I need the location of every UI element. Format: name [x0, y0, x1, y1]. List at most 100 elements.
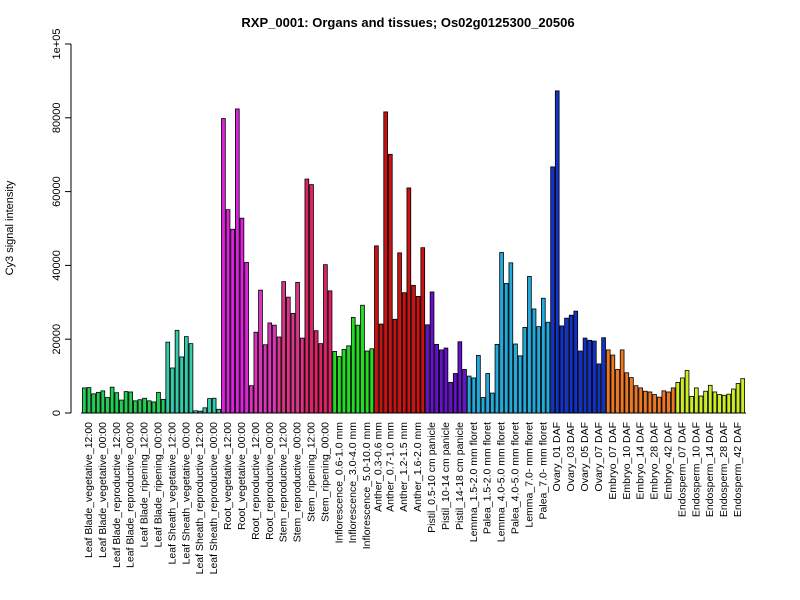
x-tick-label: Leaf Blade_reproductive_00:00 [125, 422, 137, 568]
bar [95, 391, 101, 414]
bar [656, 396, 662, 414]
bar [707, 384, 713, 414]
bar [619, 349, 625, 414]
bar [267, 322, 273, 414]
bar [545, 321, 551, 414]
x-tick-label: Leaf Blade_ripening_12:00 [139, 422, 151, 548]
x-tick-label: Anther_0.7-1.0 mm [384, 422, 396, 512]
bar [434, 343, 439, 414]
bar [689, 395, 694, 414]
bar [360, 304, 365, 414]
bar [244, 262, 249, 414]
bar [221, 118, 226, 414]
bar [281, 281, 286, 414]
bar [397, 252, 402, 414]
bar [629, 377, 634, 414]
bar [100, 390, 106, 414]
bar [216, 408, 222, 414]
x-tick-label: Embryo_10 DAF [621, 422, 633, 500]
bar [466, 375, 472, 414]
bar [721, 394, 727, 414]
bar [160, 398, 166, 414]
bar [717, 394, 722, 414]
x-tick-label: Endosperm_28 DAF [718, 422, 730, 517]
bar [392, 318, 398, 414]
bar [670, 387, 676, 414]
bar [726, 393, 732, 414]
bar [536, 326, 541, 414]
bar [207, 398, 212, 414]
bar [531, 308, 537, 414]
bar [332, 350, 337, 414]
bar [383, 111, 388, 414]
bar [429, 291, 435, 414]
bar [299, 337, 305, 414]
bar [258, 289, 263, 414]
x-tick-label: Stem_reproductive_12:00 [278, 422, 290, 542]
x-axis-labels: Leaf Blade_vegetative_12:00 Leaf Blade_ve… [83, 422, 744, 575]
bar [508, 262, 514, 414]
bar [522, 326, 528, 414]
bar [239, 217, 245, 414]
x-tick-label: Embryo_28 DAF [649, 422, 661, 500]
bar [592, 340, 597, 414]
x-tick-label: Stem_ripening_00:00 [319, 422, 331, 522]
bar [550, 166, 555, 414]
bar [184, 336, 189, 414]
bar [137, 399, 143, 414]
bar [425, 324, 430, 414]
x-tick-label: Inflorescence_0.6-1.0 mm [333, 422, 345, 544]
bar [248, 385, 254, 414]
x-tick-label: Lemma_7.0- mm floret [523, 422, 535, 528]
bar [411, 284, 416, 414]
bar [480, 397, 486, 414]
x-tick-label: Embryo_07 DAF [607, 422, 619, 500]
bar [471, 377, 477, 414]
x-tick-label: Anther_1.2-1.5 mm [398, 422, 410, 512]
bar [513, 343, 518, 414]
x-tick-label: Endosperm_14 DAF [704, 422, 716, 517]
bar [276, 336, 282, 414]
x-tick-label: Embryo_14 DAF [635, 422, 647, 500]
x-tick-label: Stem_reproductive_00:00 [292, 422, 304, 542]
x-tick-label: Pistil_14-18 cm panicle [454, 422, 466, 530]
bar [582, 337, 588, 414]
bar [476, 355, 481, 414]
bar [680, 377, 685, 414]
bar [295, 281, 300, 414]
bar [564, 317, 569, 414]
bar [462, 369, 467, 414]
bar [684, 370, 690, 414]
y-axis-label: Cy3 signal intensity [4, 180, 16, 275]
bar [596, 363, 602, 414]
x-tick-label: Leaf Blade_ripening_00:00 [153, 422, 165, 548]
bar [156, 391, 161, 414]
bar [541, 297, 546, 414]
bar [128, 391, 133, 414]
bar [211, 397, 217, 414]
bar [439, 349, 444, 414]
bar [170, 367, 175, 414]
bar [703, 390, 708, 414]
bar [643, 390, 648, 414]
bar [448, 381, 453, 414]
y-tick-label: 0 [51, 410, 63, 416]
x-tick-label: Leaf Sheath_reproductive_00:00 [208, 422, 220, 575]
bar [230, 228, 235, 414]
bar [633, 385, 639, 414]
bar [554, 90, 560, 414]
x-tick-label: Leaf Sheath_vegetative_00:00 [180, 422, 192, 565]
x-tick-label: Palea_7.0- mm floret [537, 422, 549, 520]
bar [151, 401, 157, 414]
bar [114, 392, 120, 414]
bar [568, 314, 574, 414]
bar [253, 331, 259, 414]
y-tick-label: 80000 [51, 103, 63, 134]
bar [494, 343, 500, 414]
bar [420, 247, 426, 414]
bar [272, 324, 277, 414]
bar [615, 369, 620, 414]
x-tick-label: Palea_4.0-5.0 mm floret [510, 422, 522, 534]
bar [146, 400, 152, 414]
